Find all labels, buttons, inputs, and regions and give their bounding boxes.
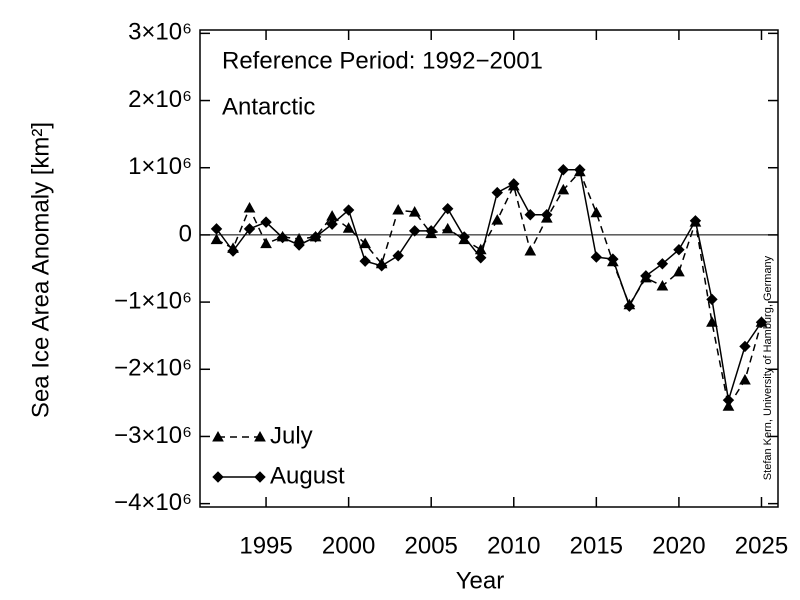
x-tick-label: 2005 bbox=[405, 532, 458, 559]
series-line bbox=[215, 168, 763, 401]
marker bbox=[524, 209, 536, 221]
marker bbox=[392, 204, 405, 215]
marker bbox=[739, 340, 751, 353]
legend-marker bbox=[254, 471, 266, 483]
x-tick-label: 2025 bbox=[735, 532, 788, 559]
marker bbox=[342, 222, 355, 233]
marker bbox=[508, 178, 520, 190]
x-tick-label: 2020 bbox=[652, 532, 705, 559]
y-tick-label: 1×10⁶ bbox=[128, 153, 192, 180]
y-tick-label: −2×10⁶ bbox=[114, 355, 192, 382]
x-axis-label: Year bbox=[456, 567, 505, 594]
marker bbox=[673, 265, 685, 277]
marker bbox=[326, 218, 338, 230]
marker bbox=[359, 255, 371, 267]
marker bbox=[557, 164, 570, 176]
x-tick-label: 2000 bbox=[322, 532, 375, 559]
y-tick-label: −4×10⁶ bbox=[114, 489, 192, 516]
x-tick-label: 2010 bbox=[487, 532, 540, 559]
marker bbox=[425, 225, 437, 237]
annotation: Antarctic bbox=[222, 93, 315, 120]
marker bbox=[706, 293, 718, 306]
marker bbox=[656, 258, 669, 270]
marker bbox=[557, 183, 570, 195]
plot-frame bbox=[199, 29, 779, 508]
marker bbox=[392, 250, 404, 262]
marker bbox=[524, 245, 537, 256]
legend-marker bbox=[212, 471, 224, 483]
marker bbox=[458, 231, 470, 243]
marker bbox=[408, 206, 421, 217]
legend-label: August bbox=[270, 462, 345, 489]
marker bbox=[260, 237, 272, 249]
marker bbox=[739, 373, 751, 385]
legend-label: July bbox=[270, 422, 313, 449]
marker bbox=[210, 223, 223, 235]
marker bbox=[491, 186, 503, 199]
marker bbox=[210, 233, 223, 245]
marker bbox=[590, 251, 603, 263]
y-axis-label: Sea Ice Area Anomaly [km²] bbox=[27, 122, 54, 418]
marker bbox=[656, 279, 669, 291]
legend-marker bbox=[212, 430, 224, 442]
y-tick-label: 2×10⁶ bbox=[128, 86, 192, 113]
y-tick-label: 3×10⁶ bbox=[128, 19, 192, 46]
marker bbox=[640, 270, 652, 282]
marker bbox=[623, 300, 636, 312]
marker bbox=[491, 214, 504, 225]
legend-marker bbox=[254, 430, 266, 442]
series-line bbox=[216, 170, 763, 409]
marker bbox=[276, 231, 289, 244]
marker bbox=[408, 225, 421, 237]
marker bbox=[475, 252, 487, 264]
marker bbox=[293, 239, 305, 251]
marker bbox=[574, 164, 586, 176]
y-tick-label: −3×10⁶ bbox=[114, 422, 192, 449]
marker bbox=[375, 260, 388, 272]
marker bbox=[673, 243, 685, 256]
credit: Stefan Kern, University of Hamburg, Germ… bbox=[762, 255, 774, 480]
y-tick-label: −1×10⁶ bbox=[114, 287, 192, 314]
marker bbox=[441, 222, 454, 234]
marker bbox=[359, 237, 371, 249]
marker bbox=[590, 206, 603, 218]
x-tick-label: 1995 bbox=[239, 532, 292, 559]
y-tick-label: 0 bbox=[179, 220, 192, 247]
marker bbox=[755, 316, 768, 328]
marker bbox=[260, 216, 272, 228]
marker bbox=[722, 394, 735, 406]
marker bbox=[442, 202, 454, 215]
marker bbox=[243, 223, 256, 235]
annotation: Reference Period: 1992−2001 bbox=[222, 47, 543, 74]
marker bbox=[227, 245, 239, 257]
x-tick-label: 2015 bbox=[570, 532, 623, 559]
marker bbox=[309, 231, 322, 243]
marker bbox=[541, 209, 553, 221]
marker bbox=[607, 253, 619, 265]
marker bbox=[706, 316, 718, 327]
marker bbox=[342, 204, 355, 216]
marker bbox=[243, 202, 256, 213]
marker bbox=[689, 215, 702, 227]
